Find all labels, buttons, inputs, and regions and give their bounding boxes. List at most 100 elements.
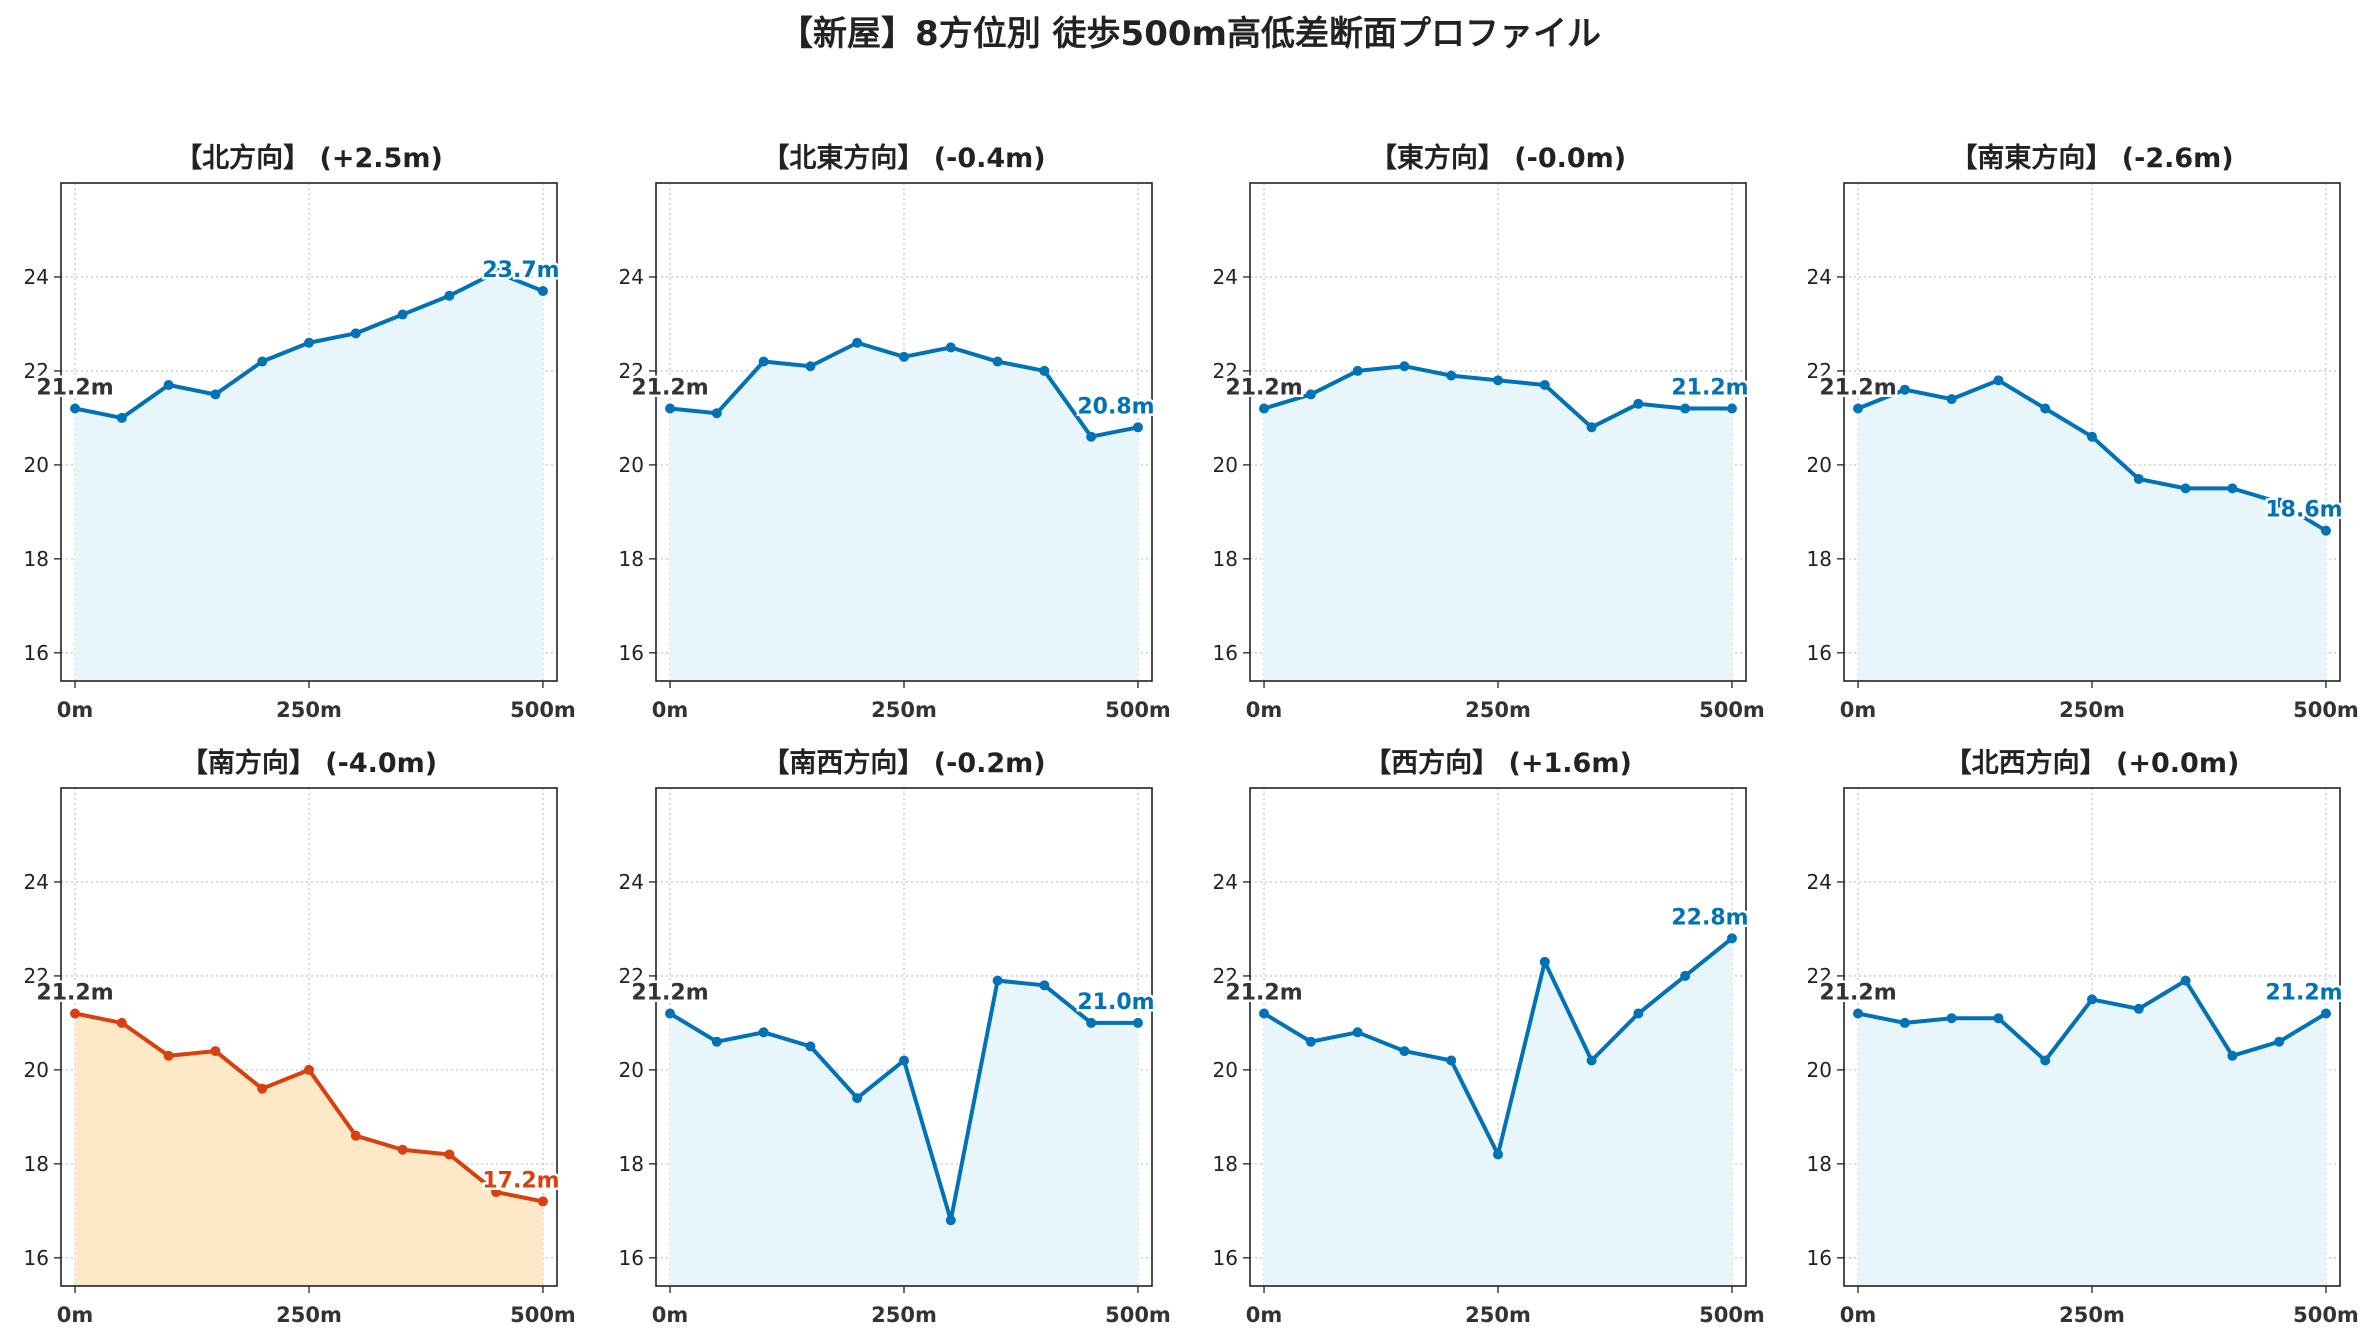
data-point	[1539, 380, 1550, 391]
data-point	[1132, 1017, 1143, 1028]
figure-title: 【新屋】8方位別 徒歩500m高低差断面プロファイル	[779, 14, 1601, 54]
x-tick-label: 0m	[652, 1303, 689, 1327]
data-point	[1493, 375, 1503, 386]
y-tick-label: 22	[619, 359, 644, 383]
data-point	[899, 1055, 909, 1066]
y-tick-label: 24	[1213, 265, 1238, 289]
y-tick-label: 16	[619, 1246, 644, 1270]
data-point	[1680, 970, 1691, 981]
data-point	[945, 1215, 956, 1226]
start-label: 21.2m	[631, 981, 708, 1006]
data-point	[70, 1008, 81, 1019]
y-tick-label: 22	[1213, 359, 1238, 383]
data-point	[163, 1050, 174, 1061]
y-tick-label: 22	[1213, 964, 1238, 988]
data-point	[1493, 1149, 1503, 1160]
data-point	[350, 1130, 361, 1141]
data-point	[257, 356, 268, 367]
data-point	[1899, 1017, 1910, 1028]
chart-panel-5: 【南西方向】 (-0.2m) 16 18 20 22 24 0m 250m 500m 21.2m 2…	[619, 747, 1171, 1327]
data-point	[1633, 1008, 1644, 1019]
y-tick-label: 18	[1807, 1152, 1832, 1176]
data-point	[2320, 1008, 2331, 1019]
start-label: 21.2m	[36, 376, 113, 401]
y-tick-label: 18	[1213, 1152, 1238, 1176]
x-tick-label: 250m	[1465, 698, 1531, 722]
x-tick-label: 0m	[652, 698, 689, 722]
data-point	[1132, 422, 1143, 433]
x-tick-label: 0m	[1840, 1303, 1877, 1327]
data-point	[1899, 384, 1910, 395]
data-point	[2180, 975, 2191, 986]
y-tick-label: 20	[619, 453, 644, 477]
x-tick-label: 0m	[1840, 698, 1877, 722]
x-tick-label: 250m	[871, 1303, 937, 1327]
y-tick-label: 22	[1807, 359, 1832, 383]
chart-panel-1: 【北東方向】 (-0.4m) 16 18 20 22 24 0m 250m 500m 21.2m 2…	[619, 142, 1171, 722]
x-tick-label: 500m	[2293, 1303, 2359, 1327]
data-point	[1352, 365, 1363, 376]
data-point	[304, 337, 314, 348]
data-point	[1305, 389, 1316, 400]
y-tick-label: 24	[24, 870, 49, 894]
start-label: 21.2m	[631, 376, 708, 401]
y-tick-label: 18	[1213, 547, 1238, 571]
data-point	[665, 403, 676, 414]
y-tick-label: 24	[1807, 870, 1832, 894]
y-tick-label: 16	[1807, 1246, 1832, 1270]
data-point	[1726, 933, 1737, 944]
data-point	[444, 290, 455, 301]
data-point	[2227, 1050, 2238, 1061]
x-tick-label: 250m	[276, 1303, 342, 1327]
y-tick-label: 24	[1807, 265, 1832, 289]
data-point	[2040, 1055, 2051, 1066]
data-point	[945, 342, 956, 353]
panel-title: 【西方向】 (+1.6m)	[1364, 747, 1632, 779]
y-tick-label: 18	[24, 547, 49, 571]
x-tick-label: 500m	[1699, 1303, 1765, 1327]
data-point	[899, 351, 909, 362]
data-point	[2133, 1003, 2144, 1014]
x-tick-label: 0m	[1246, 1303, 1283, 1327]
data-point	[665, 1008, 676, 1019]
data-point	[992, 975, 1003, 986]
data-point	[758, 356, 769, 367]
data-point	[2087, 994, 2097, 1005]
data-point	[2274, 497, 2285, 508]
chart-panel-7: 【北西方向】 (+0.0m) 16 18 20 22 24 0m 250m 500m 21.2m 2…	[1807, 747, 2359, 1327]
area-fill	[1858, 380, 2326, 681]
y-tick-label: 18	[24, 1152, 49, 1176]
data-point	[1446, 370, 1457, 381]
area-fill	[75, 272, 543, 681]
panel-title: 【北東方向】 (-0.4m)	[762, 142, 1045, 174]
y-tick-label: 18	[1807, 547, 1832, 571]
y-tick-label: 16	[24, 1246, 49, 1270]
data-point	[70, 403, 81, 414]
data-point	[397, 1144, 408, 1155]
data-point	[1946, 1013, 1957, 1024]
y-tick-label: 20	[1807, 1058, 1832, 1082]
end-label: 17.2m	[482, 1168, 559, 1193]
start-label: 21.2m	[1225, 981, 1302, 1006]
data-point	[805, 361, 816, 372]
y-tick-label: 16	[619, 641, 644, 665]
area-fill	[670, 342, 1138, 681]
data-point	[1853, 1008, 1864, 1019]
chart-panel-0: 【北方向】 (+2.5m) 16 18 20 22 24 0m 250m 500m 21.2m 23…	[24, 142, 576, 722]
x-tick-label: 250m	[1465, 1303, 1531, 1327]
area-fill	[1264, 938, 1732, 1286]
data-point	[2320, 525, 2331, 536]
data-point	[758, 1027, 769, 1038]
y-tick-label: 24	[619, 265, 644, 289]
data-point	[1086, 1017, 1097, 1028]
data-point	[805, 1041, 816, 1052]
y-tick-label: 20	[24, 1058, 49, 1082]
data-point	[537, 286, 548, 297]
y-tick-label: 16	[1213, 641, 1238, 665]
y-tick-label: 20	[1807, 453, 1832, 477]
y-tick-label: 18	[619, 547, 644, 571]
area-fill	[75, 1013, 543, 1286]
area-fill	[1858, 980, 2326, 1286]
data-point	[2087, 431, 2097, 442]
